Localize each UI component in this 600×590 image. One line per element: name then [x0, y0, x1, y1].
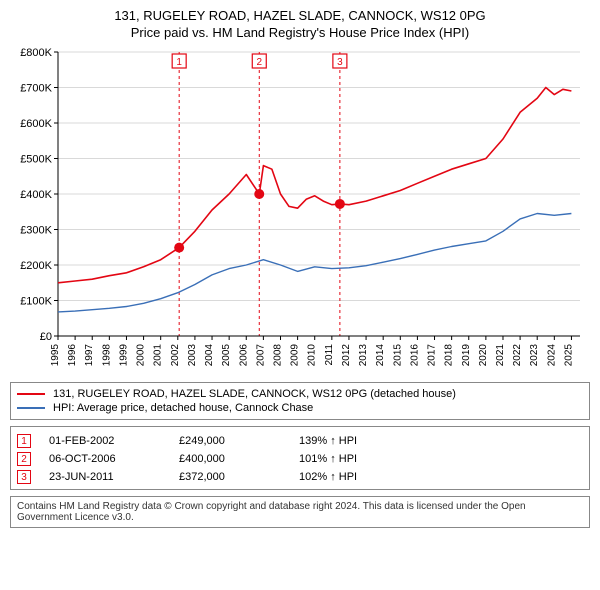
sale-row: 3 23-JUN-2011£372,000102% ↑ HPI	[17, 468, 583, 486]
x-tick-label: 2004	[204, 344, 215, 367]
x-tick-label: 1998	[101, 344, 112, 367]
sale-price: £372,000	[179, 471, 299, 483]
sale-pct: 139% ↑ HPI	[299, 435, 357, 447]
y-tick-label: £500K	[20, 154, 52, 166]
x-tick-label: 2013	[358, 344, 369, 367]
chart-svg: £0 £100K £200K £300K £400K £500K £600K £700K £80…	[10, 46, 590, 376]
y-tick-label: £200K	[20, 260, 52, 272]
y-tick-label: £700K	[20, 83, 52, 95]
sale-price: £249,000	[179, 435, 299, 447]
x-tick-label: 2022	[512, 344, 523, 367]
x-tick-label: 2012	[341, 344, 352, 367]
x-tick-label: 2019	[461, 344, 472, 367]
x-tick-label: 2010	[307, 344, 318, 367]
x-tick-label: 2016	[409, 344, 420, 367]
title-subtitle: Price paid vs. HM Land Registry's House …	[10, 25, 590, 40]
sale-index-box: 3	[17, 470, 31, 484]
x-tick-label: 2006	[238, 344, 249, 367]
x-tick-label: 1999	[118, 344, 129, 367]
sale-date: 06-OCT-2006	[49, 453, 179, 465]
sale-pct: 101% ↑ HPI	[299, 453, 357, 465]
legend-swatch	[17, 407, 45, 409]
x-tick-label: 2017	[427, 344, 438, 367]
x-tick-label: 2023	[529, 344, 540, 367]
sale-row: 1 01-FEB-2002£249,000139% ↑ HPI	[17, 432, 583, 450]
legend: 131, RUGELEY ROAD, HAZEL SLADE, CANNOCK,…	[10, 382, 590, 420]
x-tick-label: 2014	[375, 344, 386, 367]
sale-marker-index: 2	[256, 57, 262, 68]
chart: £0 £100K £200K £300K £400K £500K £600K £700K £80…	[10, 46, 590, 376]
y-tick-label: £800K	[20, 47, 52, 59]
x-tick-label: 2021	[495, 344, 506, 367]
x-tick-label: 2002	[170, 344, 181, 367]
x-tick-label: 2000	[136, 344, 147, 367]
y-tick-label: £100K	[20, 296, 52, 308]
sale-date: 23-JUN-2011	[49, 471, 179, 483]
x-tick-label: 2003	[187, 344, 198, 367]
x-tick-label: 2020	[478, 344, 489, 367]
x-tick-label: 2008	[272, 344, 283, 367]
sale-price: £400,000	[179, 453, 299, 465]
sale-marker-index: 3	[337, 57, 343, 68]
y-tick-label: £300K	[20, 225, 52, 237]
x-tick-label: 1996	[67, 344, 78, 367]
x-tick-label: 1995	[50, 344, 61, 367]
legend-label: HPI: Average price, detached house, Cann…	[53, 402, 313, 414]
title-block: 131, RUGELEY ROAD, HAZEL SLADE, CANNOCK,…	[10, 8, 590, 40]
sale-marker-index: 1	[176, 57, 182, 68]
legend-label: 131, RUGELEY ROAD, HAZEL SLADE, CANNOCK,…	[53, 388, 456, 400]
x-tick-label: 2025	[563, 344, 574, 367]
x-tick-label: 1997	[84, 344, 95, 367]
x-tick-label: 2005	[221, 344, 232, 367]
x-tick-label: 2015	[392, 344, 403, 367]
attribution: Contains HM Land Registry data © Crown c…	[10, 496, 590, 528]
legend-row: 131, RUGELEY ROAD, HAZEL SLADE, CANNOCK,…	[17, 387, 583, 401]
x-tick-label: 2018	[444, 344, 455, 367]
sale-row: 2 06-OCT-2006£400,000101% ↑ HPI	[17, 450, 583, 468]
chart-container: 131, RUGELEY ROAD, HAZEL SLADE, CANNOCK,…	[0, 0, 600, 534]
x-tick-label: 2024	[546, 344, 557, 367]
sale-date: 01-FEB-2002	[49, 435, 179, 447]
y-tick-label: £0	[40, 331, 52, 343]
x-tick-label: 2007	[255, 344, 266, 367]
y-tick-label: £600K	[20, 118, 52, 130]
sales-table: 1 01-FEB-2002£249,000139% ↑ HPI 2 06-OCT-20…	[10, 426, 590, 490]
title-address: 131, RUGELEY ROAD, HAZEL SLADE, CANNOCK,…	[10, 8, 590, 23]
y-tick-label: £400K	[20, 189, 52, 201]
sale-index-box: 2	[17, 452, 31, 466]
x-tick-label: 2011	[324, 344, 335, 366]
legend-swatch	[17, 393, 45, 395]
sale-index-box: 1	[17, 434, 31, 448]
attribution-text: Contains HM Land Registry data © Crown c…	[17, 501, 526, 523]
sale-pct: 102% ↑ HPI	[299, 471, 357, 483]
x-tick-label: 2009	[290, 344, 301, 367]
x-tick-label: 2001	[153, 344, 164, 367]
legend-row: HPI: Average price, detached house, Cann…	[17, 401, 583, 415]
